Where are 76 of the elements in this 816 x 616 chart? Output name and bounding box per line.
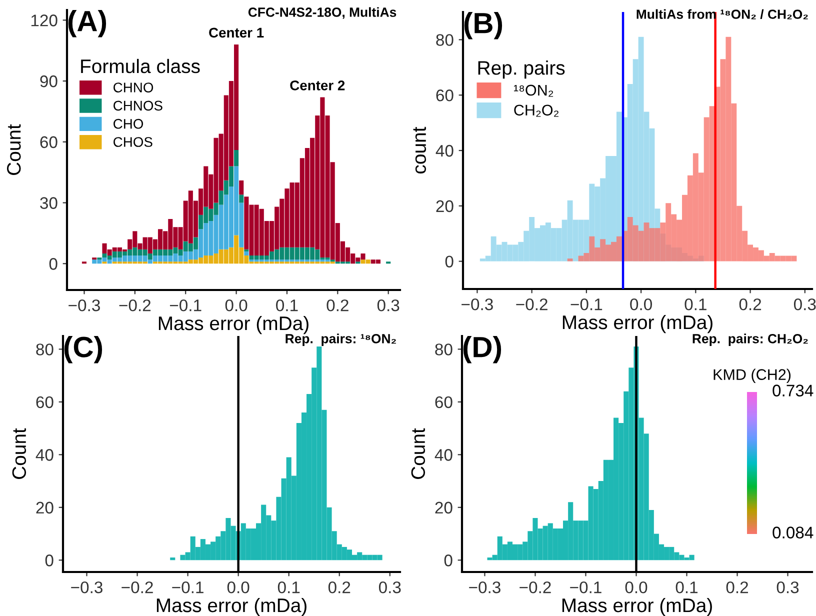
x-tick-label: −0.1 xyxy=(570,298,602,310)
x-tick-label: −0.3 xyxy=(469,581,500,594)
chart-title: CFC-N4S2-18O, MultiAs xyxy=(248,7,396,19)
annotation: (C) xyxy=(64,336,102,364)
y-tick-label: 30 xyxy=(40,197,58,209)
annotation: 0.084 xyxy=(772,526,814,538)
y-tick-label: 0 xyxy=(49,258,58,270)
x-tick-label: 0.2 xyxy=(726,581,748,594)
x-tick-label: 0.3 xyxy=(377,299,400,312)
y-tick-label: 0 xyxy=(445,256,454,268)
annotation: (A) xyxy=(68,10,106,38)
x-tick-label: 0.3 xyxy=(776,581,799,594)
x-tick-label: −0.2 xyxy=(122,581,153,594)
legend-title: Rep. pairs xyxy=(478,60,565,79)
annotation: Center 2 xyxy=(290,80,345,90)
y-axis-title: Count xyxy=(7,124,21,175)
x-tick-label: 0.0 xyxy=(630,298,652,310)
x-axis-title: Mass error (mDa) xyxy=(562,598,712,616)
x-tick-label: −0.2 xyxy=(119,299,151,312)
annotation: (D) xyxy=(463,336,502,364)
y-tick-label: 20 xyxy=(36,502,54,514)
y-axis-title: Count xyxy=(12,428,26,479)
x-tick-label: 0.1 xyxy=(276,299,298,312)
y-axis-title: count xyxy=(413,126,426,174)
x-tick-label: −0.3 xyxy=(68,299,100,312)
x-axis-title: Mass error (mDa) xyxy=(156,598,306,616)
legend-label: CHNOS xyxy=(114,100,162,111)
y-axis-title: Count xyxy=(411,428,426,479)
y-tick-label: 0 xyxy=(444,554,452,566)
x-tick-label: 0.0 xyxy=(227,581,250,594)
y-tick-label: 60 xyxy=(36,396,54,408)
x-tick-label: −0.3 xyxy=(71,581,102,594)
chart-title: Rep. pairs: ¹⁸ON₂ xyxy=(286,334,396,346)
chart-title: Rep. pairs: CH₂O₂ xyxy=(692,334,808,346)
y-tick-label: 40 xyxy=(36,449,54,461)
x-axis-title: Mass error (mDa) xyxy=(158,316,308,334)
x-tick-label: −0.2 xyxy=(516,298,548,310)
legend-label: CH₂O₂ xyxy=(514,104,558,117)
y-tick-label: 0 xyxy=(45,554,54,566)
y-tick-label: 20 xyxy=(436,200,454,212)
x-tick-label: 0.2 xyxy=(739,298,762,310)
x-tick-label: −0.3 xyxy=(462,298,493,310)
y-tick-label: 60 xyxy=(436,90,454,102)
y-tick-label: 60 xyxy=(435,396,452,408)
annotation: Center 1 xyxy=(209,28,264,38)
y-tick-label: 120 xyxy=(31,14,58,26)
x-tick-label: 0.0 xyxy=(625,581,648,594)
y-tick-label: 40 xyxy=(434,449,452,461)
x-tick-label: 0.2 xyxy=(326,299,348,312)
x-tick-label: 0.2 xyxy=(328,581,350,594)
legend-label: CHOS xyxy=(114,137,152,147)
y-tick-label: 60 xyxy=(40,136,58,148)
annotation: KMD (CH2) xyxy=(714,368,791,383)
y-tick-label: 40 xyxy=(436,144,454,157)
legend-label: CHNO xyxy=(114,82,154,92)
legend-label: CHO xyxy=(114,118,144,129)
y-tick-label: 80 xyxy=(436,34,454,46)
x-tick-label: 0.3 xyxy=(378,581,401,594)
annotation: (B) xyxy=(464,12,502,40)
y-tick-label: 20 xyxy=(435,502,452,514)
x-tick-label: 0.1 xyxy=(676,581,698,594)
legend-label: ¹⁸ON₂ xyxy=(514,84,554,97)
y-tick-label: 80 xyxy=(435,344,452,356)
x-tick-label: −0.2 xyxy=(520,581,551,594)
annotation: 0.734 xyxy=(772,384,814,396)
y-tick-label: 80 xyxy=(36,344,54,356)
legend-title: Formula class xyxy=(81,58,200,74)
x-tick-label: 0.0 xyxy=(225,299,248,312)
x-axis-title: Mass error (mDa) xyxy=(562,314,712,334)
x-tick-label: −0.1 xyxy=(170,299,202,312)
x-tick-label: −0.1 xyxy=(570,581,602,594)
x-tick-label: 0.3 xyxy=(794,298,816,310)
x-tick-label: −0.1 xyxy=(172,581,204,594)
x-tick-label: 0.1 xyxy=(684,298,706,310)
y-tick-label: 90 xyxy=(40,75,58,88)
x-tick-label: 0.1 xyxy=(278,581,300,594)
